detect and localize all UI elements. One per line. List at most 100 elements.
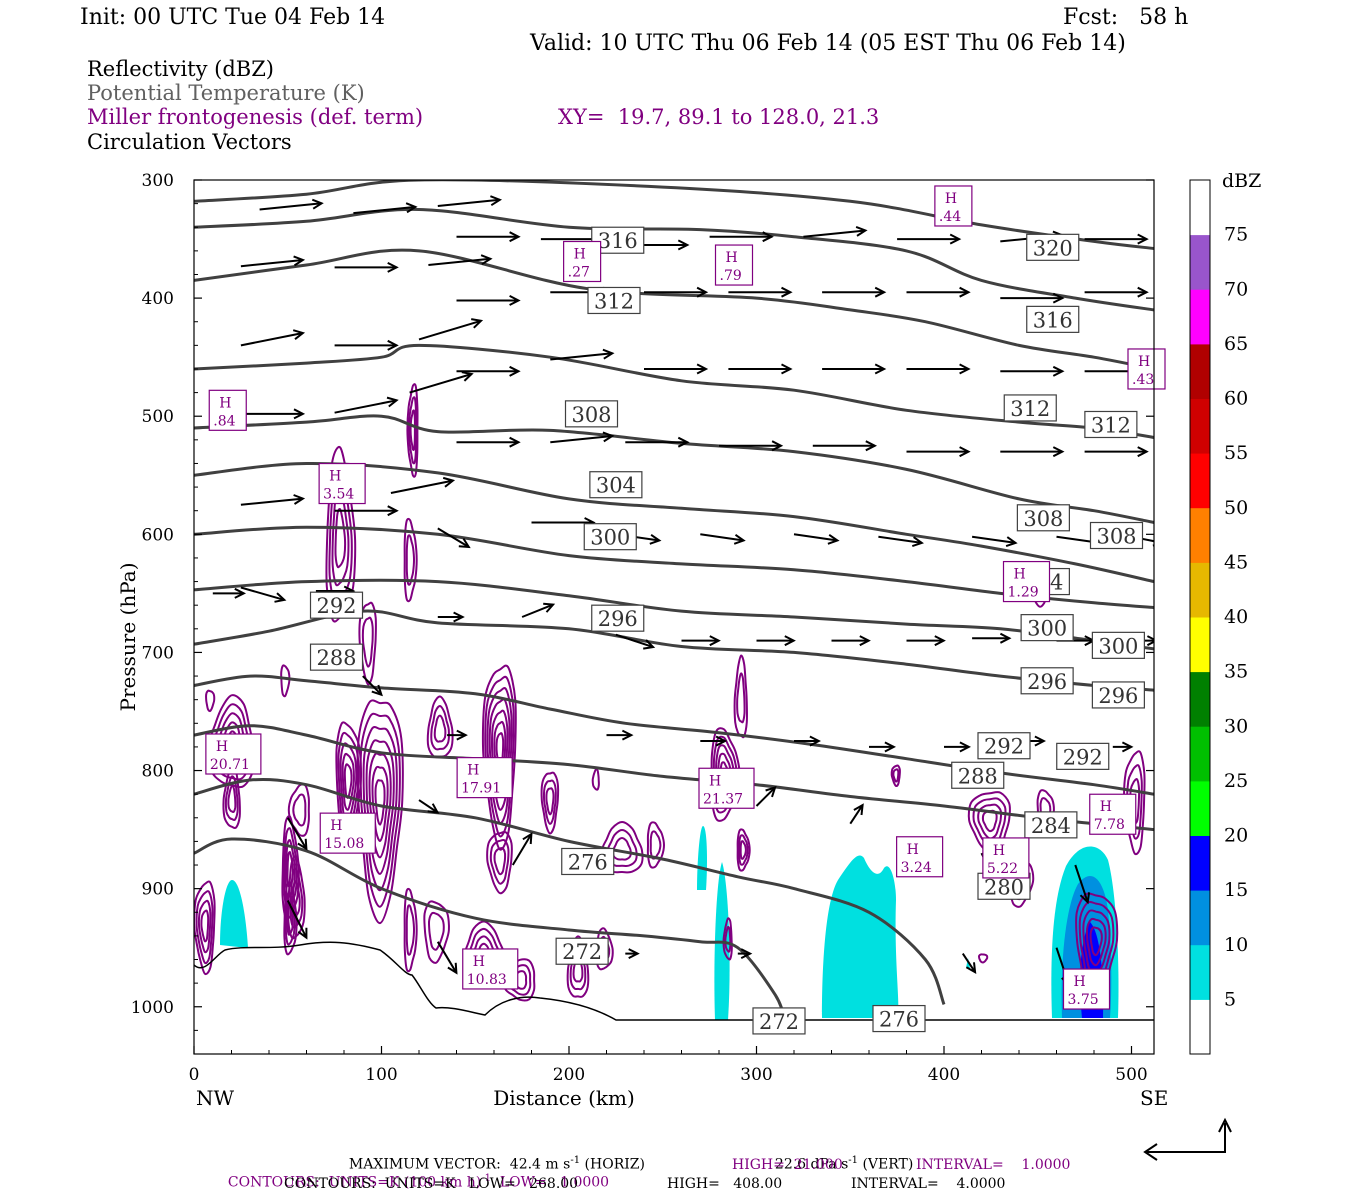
vector-head-19 (959, 286, 971, 298)
theta-label-box-20 (309, 643, 364, 671)
frontogenesis-contour-14-0 (540, 771, 560, 835)
legend-frontogenesis: Miller frontogenesis (def. term) (87, 105, 424, 129)
vector-shaft-35 (409, 373, 472, 394)
theta-label-20: 288 (309, 643, 364, 671)
theta-labels: 3203163163123123123083083083043043003003… (309, 226, 1145, 1035)
theta-label-text-1: 316 (598, 229, 638, 253)
fronto-max-value-10: 15.08 (324, 836, 364, 852)
colorbar-bin-12 (1190, 343, 1210, 399)
vector-head-63 (784, 635, 796, 647)
frontogenesis-contour-7-4 (368, 752, 392, 859)
vector-shaft-37 (550, 435, 613, 444)
vector-head-46 (442, 476, 456, 488)
fronto-max-value-14: 10.83 (467, 972, 507, 988)
xtick-label-200: 200 (553, 1065, 585, 1085)
vector-shaft-47 (437, 527, 470, 548)
vector-30 (906, 363, 971, 375)
theta-label-text-27: 272 (759, 1010, 799, 1034)
theta-label-box-13 (1091, 631, 1145, 659)
fronto-max-h-15: H (1074, 974, 1086, 990)
vector-shaft-44 (240, 497, 303, 506)
frontogenesis-contour-32-3 (1085, 917, 1107, 967)
vector-shaft-60 (521, 603, 554, 618)
theta-label-box-22 (1024, 811, 1078, 839)
vector-79 (418, 799, 440, 814)
maxvec-vert-unit: dPa s (810, 1156, 849, 1173)
vector-25 (456, 365, 521, 377)
vector-21 (1084, 286, 1149, 298)
frontogenesis-contour-36-0 (280, 664, 291, 698)
contours1-high: HIGH= 21.000 (732, 1157, 843, 1173)
vector-8 (897, 233, 962, 245)
ytick-label-800: 800 (142, 762, 174, 782)
frontogenesis-contour-32-2 (1082, 909, 1111, 977)
vector-10 (1084, 233, 1149, 245)
theta-label-box-27 (752, 1007, 806, 1035)
vector-head-61 (643, 639, 656, 650)
theta-label-box-26 (555, 937, 609, 965)
theta-label-box-18 (977, 732, 1031, 760)
fronto-max-3: H .43 (1127, 348, 1166, 390)
vector-head-29 (874, 363, 887, 375)
frontogenesis-contour-7-6 (374, 779, 386, 826)
fronto-max-value-0: .44 (939, 209, 961, 225)
theta-label-6: 308 (564, 400, 619, 428)
colorbar-bin-2 (1190, 890, 1210, 946)
vector-head-73 (809, 735, 821, 747)
vector-shaft-79 (418, 799, 439, 814)
colorbar-bin-1 (1190, 944, 1210, 1000)
colorbar-bin-0 (1190, 999, 1210, 1055)
vector-22 (240, 329, 306, 347)
theta-label-text-2: 316 (1033, 308, 1073, 332)
theta-label-5: 312 (1084, 410, 1138, 439)
vector-head-18 (874, 286, 887, 298)
frontogenesis-contour-7-2 (362, 726, 398, 892)
vector-66 (972, 632, 1012, 644)
fronto-max-h-13: H (993, 843, 1005, 859)
colorbar-level-55: 55 (1224, 442, 1248, 464)
vector-head-30 (959, 363, 971, 375)
vector-89 (961, 953, 977, 975)
fronto-max-value-15: 3.75 (1068, 992, 1099, 1008)
fronto-max-h-10: H (330, 818, 342, 834)
theta-label-text-14: 296 (598, 607, 638, 631)
vector-head-41 (959, 446, 971, 458)
vector-head-85 (297, 927, 308, 940)
forecast-hour: Fcst: 58 h (1063, 5, 1189, 30)
vector-head-80 (522, 832, 533, 845)
fronto-max-box-9 (698, 767, 755, 809)
vector-shaft-7 (803, 229, 866, 238)
colorbar: 5 10 15 20 25 30 35 40 45 50 55 60 65 70 75 dBZ (1189, 170, 1261, 1055)
legend-reflectivity: Reflectivity (dBZ) (87, 57, 275, 81)
contours1-exp: -1 (481, 1173, 491, 1184)
fronto-max-value-3: .43 (1132, 372, 1154, 388)
legend-theta: Potential Temperature (K) (87, 81, 365, 105)
theta-label-box-24 (561, 847, 615, 876)
colorbar-bin-15 (1190, 180, 1210, 236)
vector-head-89 (965, 962, 977, 975)
colorbar-level-25: 25 (1224, 770, 1248, 792)
vector-head-86 (447, 962, 458, 975)
colorbar-level-20: 20 (1224, 825, 1248, 847)
frontogenesis-contour-7-3 (365, 739, 395, 875)
fronto-max-value-5: 3.54 (323, 487, 354, 503)
vector-60 (521, 602, 556, 618)
vector-head-59 (453, 611, 465, 623)
colorbar-level-70: 70 (1224, 278, 1248, 300)
vector-shaft-46 (390, 479, 454, 494)
vector-head-13 (480, 254, 493, 266)
vector-shaft-24 (418, 319, 482, 341)
theta-label-11: 300 (583, 523, 637, 551)
vector-47 (437, 527, 471, 549)
vector-40 (812, 440, 878, 452)
colorbar-bin-9 (1190, 507, 1210, 563)
fronto-max-h-8: H (467, 763, 479, 779)
fronto-max-box-13 (982, 837, 1030, 879)
vector-24 (418, 318, 484, 341)
x-left-label: NW (196, 1086, 235, 1110)
fronto-max-box-14 (462, 948, 519, 990)
vector-37 (550, 431, 615, 444)
fronto-max-9: H 21.37 (698, 767, 755, 809)
theta-label-text-22: 284 (1031, 814, 1071, 838)
fronto-max-box-0 (934, 185, 973, 227)
